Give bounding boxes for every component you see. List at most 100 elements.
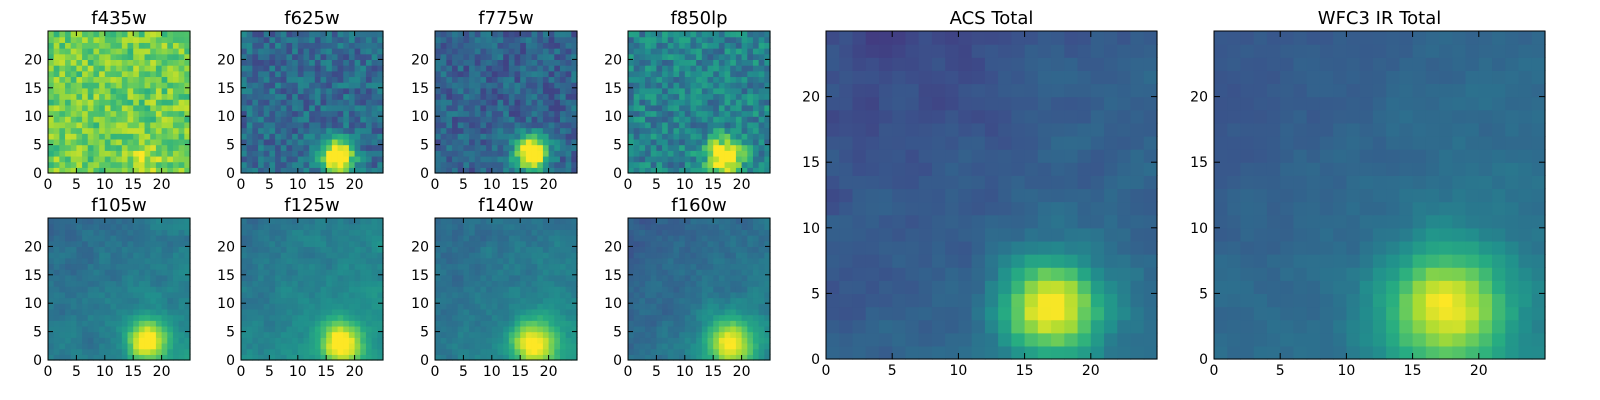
pixel-cell	[548, 269, 555, 276]
pixel-cell	[275, 303, 282, 310]
pixel-cell	[548, 104, 555, 112]
pixel-cell	[127, 65, 134, 72]
pixel-cell	[548, 110, 555, 117]
pixel-cell	[303, 348, 310, 355]
pixel-cell	[172, 280, 180, 287]
pixel-cell	[252, 252, 259, 259]
pixel-cell	[48, 348, 55, 355]
pixel-cell	[741, 138, 748, 146]
pixel-cell	[331, 127, 339, 134]
pixel-cell	[155, 342, 163, 350]
pixel-cell	[491, 325, 499, 333]
y-tick-label: 20	[24, 52, 42, 68]
axes-frame	[240, 30, 384, 174]
pixel-cell	[99, 252, 106, 259]
pixel-cell	[104, 93, 112, 100]
pixel-cell	[144, 36, 151, 43]
pixel-cell	[656, 308, 663, 316]
pixel-cell	[252, 257, 259, 265]
pixel-cell	[696, 36, 703, 43]
pixel-cell	[150, 274, 157, 282]
pixel-cell	[320, 348, 327, 355]
pixel-cell	[491, 31, 499, 38]
pixel-cell	[121, 93, 129, 100]
pixel-cell	[531, 167, 538, 174]
pixel-cell	[110, 138, 117, 146]
pixel-cell	[326, 257, 333, 265]
pixel-cell	[269, 70, 276, 78]
pixel-cell	[486, 246, 493, 253]
pixel-cell	[707, 269, 714, 276]
pixel-cell	[571, 167, 578, 174]
pixel-cell	[747, 337, 754, 344]
pixel-cell	[258, 155, 265, 163]
pixel-cell	[59, 133, 66, 140]
pixel-cell	[497, 257, 504, 265]
pixel-cell	[121, 257, 129, 265]
pixel-cell	[701, 150, 709, 157]
pixel-cell	[446, 252, 453, 259]
pixel-cell	[269, 116, 276, 123]
pixel-cell	[724, 48, 731, 55]
pixel-cell	[696, 354, 703, 361]
pixel-cell	[548, 342, 555, 350]
pixel-cell	[343, 161, 350, 168]
pixel-cell	[633, 127, 640, 134]
pixel-cell	[514, 274, 521, 282]
pixel-cell	[59, 348, 66, 355]
pixel-cell	[121, 246, 129, 253]
pixel-cell	[116, 144, 123, 151]
pixel-cell	[469, 229, 476, 236]
pixel-cell	[435, 297, 442, 304]
pixel-cell	[348, 161, 356, 168]
pixel-cell	[463, 138, 470, 146]
pixel-cell	[303, 155, 310, 163]
pixel-cell	[93, 87, 100, 95]
pixel-cell	[435, 31, 442, 38]
pixel-cell	[690, 303, 697, 310]
pixel-cell	[371, 76, 378, 83]
pixel-cell	[286, 138, 293, 146]
pixel-cell	[542, 280, 550, 287]
pixel-cell	[628, 144, 635, 151]
pixel-cell	[280, 36, 288, 43]
pixel-cell	[435, 354, 442, 361]
pixel-cell	[70, 110, 77, 117]
pixel-cell	[263, 31, 270, 38]
pixel-cell	[48, 218, 55, 225]
pixel-cell	[679, 36, 686, 43]
pixel-cell	[53, 246, 60, 253]
pixel-cell	[747, 331, 754, 338]
pixel-cell	[446, 257, 453, 265]
pixel-cell	[269, 257, 276, 265]
pixel-cell	[138, 93, 146, 100]
pixel-cell	[565, 257, 572, 265]
pixel-cell	[452, 116, 459, 123]
pixel-cell	[452, 354, 459, 361]
pixel-cell	[82, 59, 89, 66]
pixel-cell	[713, 42, 720, 49]
pixel-cell	[246, 337, 253, 344]
pixel-cell	[440, 104, 447, 112]
pixel-cell	[241, 303, 248, 310]
pixel-cell	[172, 240, 180, 247]
pixel-cell	[127, 223, 134, 230]
pixel-cell	[93, 257, 100, 265]
pixel-cell	[537, 240, 544, 247]
pixel-cell	[286, 110, 293, 117]
pixel-cell	[548, 223, 555, 230]
pixel-cell	[673, 342, 680, 350]
pixel-cell	[639, 127, 646, 134]
pixel-cell	[440, 48, 447, 55]
pixel-cell	[565, 150, 572, 157]
pixel-cell	[480, 133, 487, 140]
pixel-cell	[127, 82, 134, 89]
pixel-cell	[343, 82, 350, 89]
pixel-cell	[696, 59, 703, 66]
pixel-cell	[297, 93, 305, 100]
pixel-cell	[82, 116, 89, 123]
pixel-cell	[360, 53, 367, 60]
pixel-cell	[87, 223, 95, 230]
pixel-cell	[184, 354, 191, 361]
pixel-cell	[150, 150, 157, 157]
